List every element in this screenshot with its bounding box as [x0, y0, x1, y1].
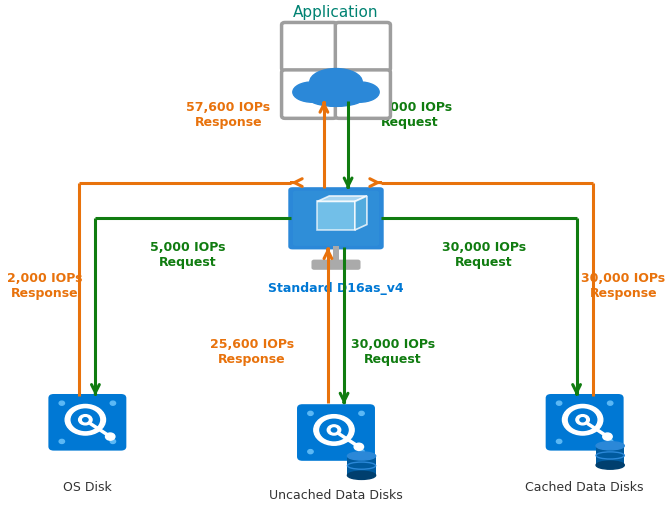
Circle shape: [71, 409, 99, 431]
Circle shape: [314, 415, 354, 445]
Circle shape: [562, 405, 603, 435]
FancyBboxPatch shape: [312, 260, 360, 270]
Circle shape: [308, 411, 313, 415]
Ellipse shape: [596, 442, 624, 450]
Text: 57,600 IOPs
Response: 57,600 IOPs Response: [186, 101, 271, 128]
Circle shape: [110, 439, 116, 443]
FancyBboxPatch shape: [335, 23, 390, 72]
FancyBboxPatch shape: [293, 191, 379, 246]
Text: 65,000 IOPs
Request: 65,000 IOPs Request: [368, 101, 452, 128]
Circle shape: [607, 439, 613, 443]
FancyBboxPatch shape: [282, 23, 337, 72]
Circle shape: [607, 401, 613, 405]
Text: 30,000 IOPs
Request: 30,000 IOPs Request: [351, 337, 435, 365]
Circle shape: [331, 428, 337, 432]
Circle shape: [359, 411, 364, 415]
FancyBboxPatch shape: [48, 394, 126, 451]
Text: Cached Data Disks: Cached Data Disks: [526, 479, 644, 493]
Circle shape: [603, 433, 612, 440]
FancyBboxPatch shape: [546, 394, 624, 451]
FancyBboxPatch shape: [333, 247, 339, 262]
Text: Uncached Data Disks: Uncached Data Disks: [269, 488, 403, 501]
Circle shape: [308, 450, 313, 454]
Ellipse shape: [340, 83, 379, 103]
Circle shape: [79, 415, 92, 425]
Circle shape: [359, 450, 364, 454]
Circle shape: [354, 443, 364, 450]
Circle shape: [320, 419, 348, 441]
Circle shape: [556, 401, 562, 405]
FancyBboxPatch shape: [288, 188, 384, 250]
Text: 30,000 IOPs
Request: 30,000 IOPs Request: [442, 241, 526, 268]
Polygon shape: [317, 196, 367, 202]
Circle shape: [83, 418, 88, 422]
Polygon shape: [317, 202, 355, 231]
Circle shape: [556, 439, 562, 443]
Text: 5,000 IOPs
Request: 5,000 IOPs Request: [151, 241, 226, 268]
Circle shape: [327, 425, 341, 435]
Circle shape: [59, 439, 65, 443]
FancyBboxPatch shape: [297, 404, 375, 461]
FancyBboxPatch shape: [596, 446, 624, 465]
Ellipse shape: [310, 69, 362, 96]
Ellipse shape: [596, 461, 624, 469]
Text: Standard D16as_v4: Standard D16as_v4: [268, 281, 404, 294]
Ellipse shape: [347, 452, 376, 460]
Ellipse shape: [347, 471, 376, 479]
Text: 25,600 IOPs
Response: 25,600 IOPs Response: [210, 337, 294, 365]
Circle shape: [106, 433, 115, 440]
FancyBboxPatch shape: [282, 71, 337, 119]
Ellipse shape: [308, 89, 364, 107]
Circle shape: [110, 401, 116, 405]
Circle shape: [580, 418, 585, 422]
Circle shape: [576, 415, 589, 425]
Ellipse shape: [293, 83, 332, 103]
Circle shape: [65, 405, 106, 435]
FancyBboxPatch shape: [335, 71, 390, 119]
Text: OS Disk: OS Disk: [63, 479, 112, 493]
Text: 2,000 IOPs
Response: 2,000 IOPs Response: [7, 271, 82, 299]
Circle shape: [569, 409, 597, 431]
Polygon shape: [355, 196, 367, 231]
Circle shape: [59, 401, 65, 405]
Text: Application: Application: [293, 5, 379, 20]
Text: 30,000 IOPs
Response: 30,000 IOPs Response: [581, 271, 665, 299]
FancyBboxPatch shape: [347, 456, 376, 475]
